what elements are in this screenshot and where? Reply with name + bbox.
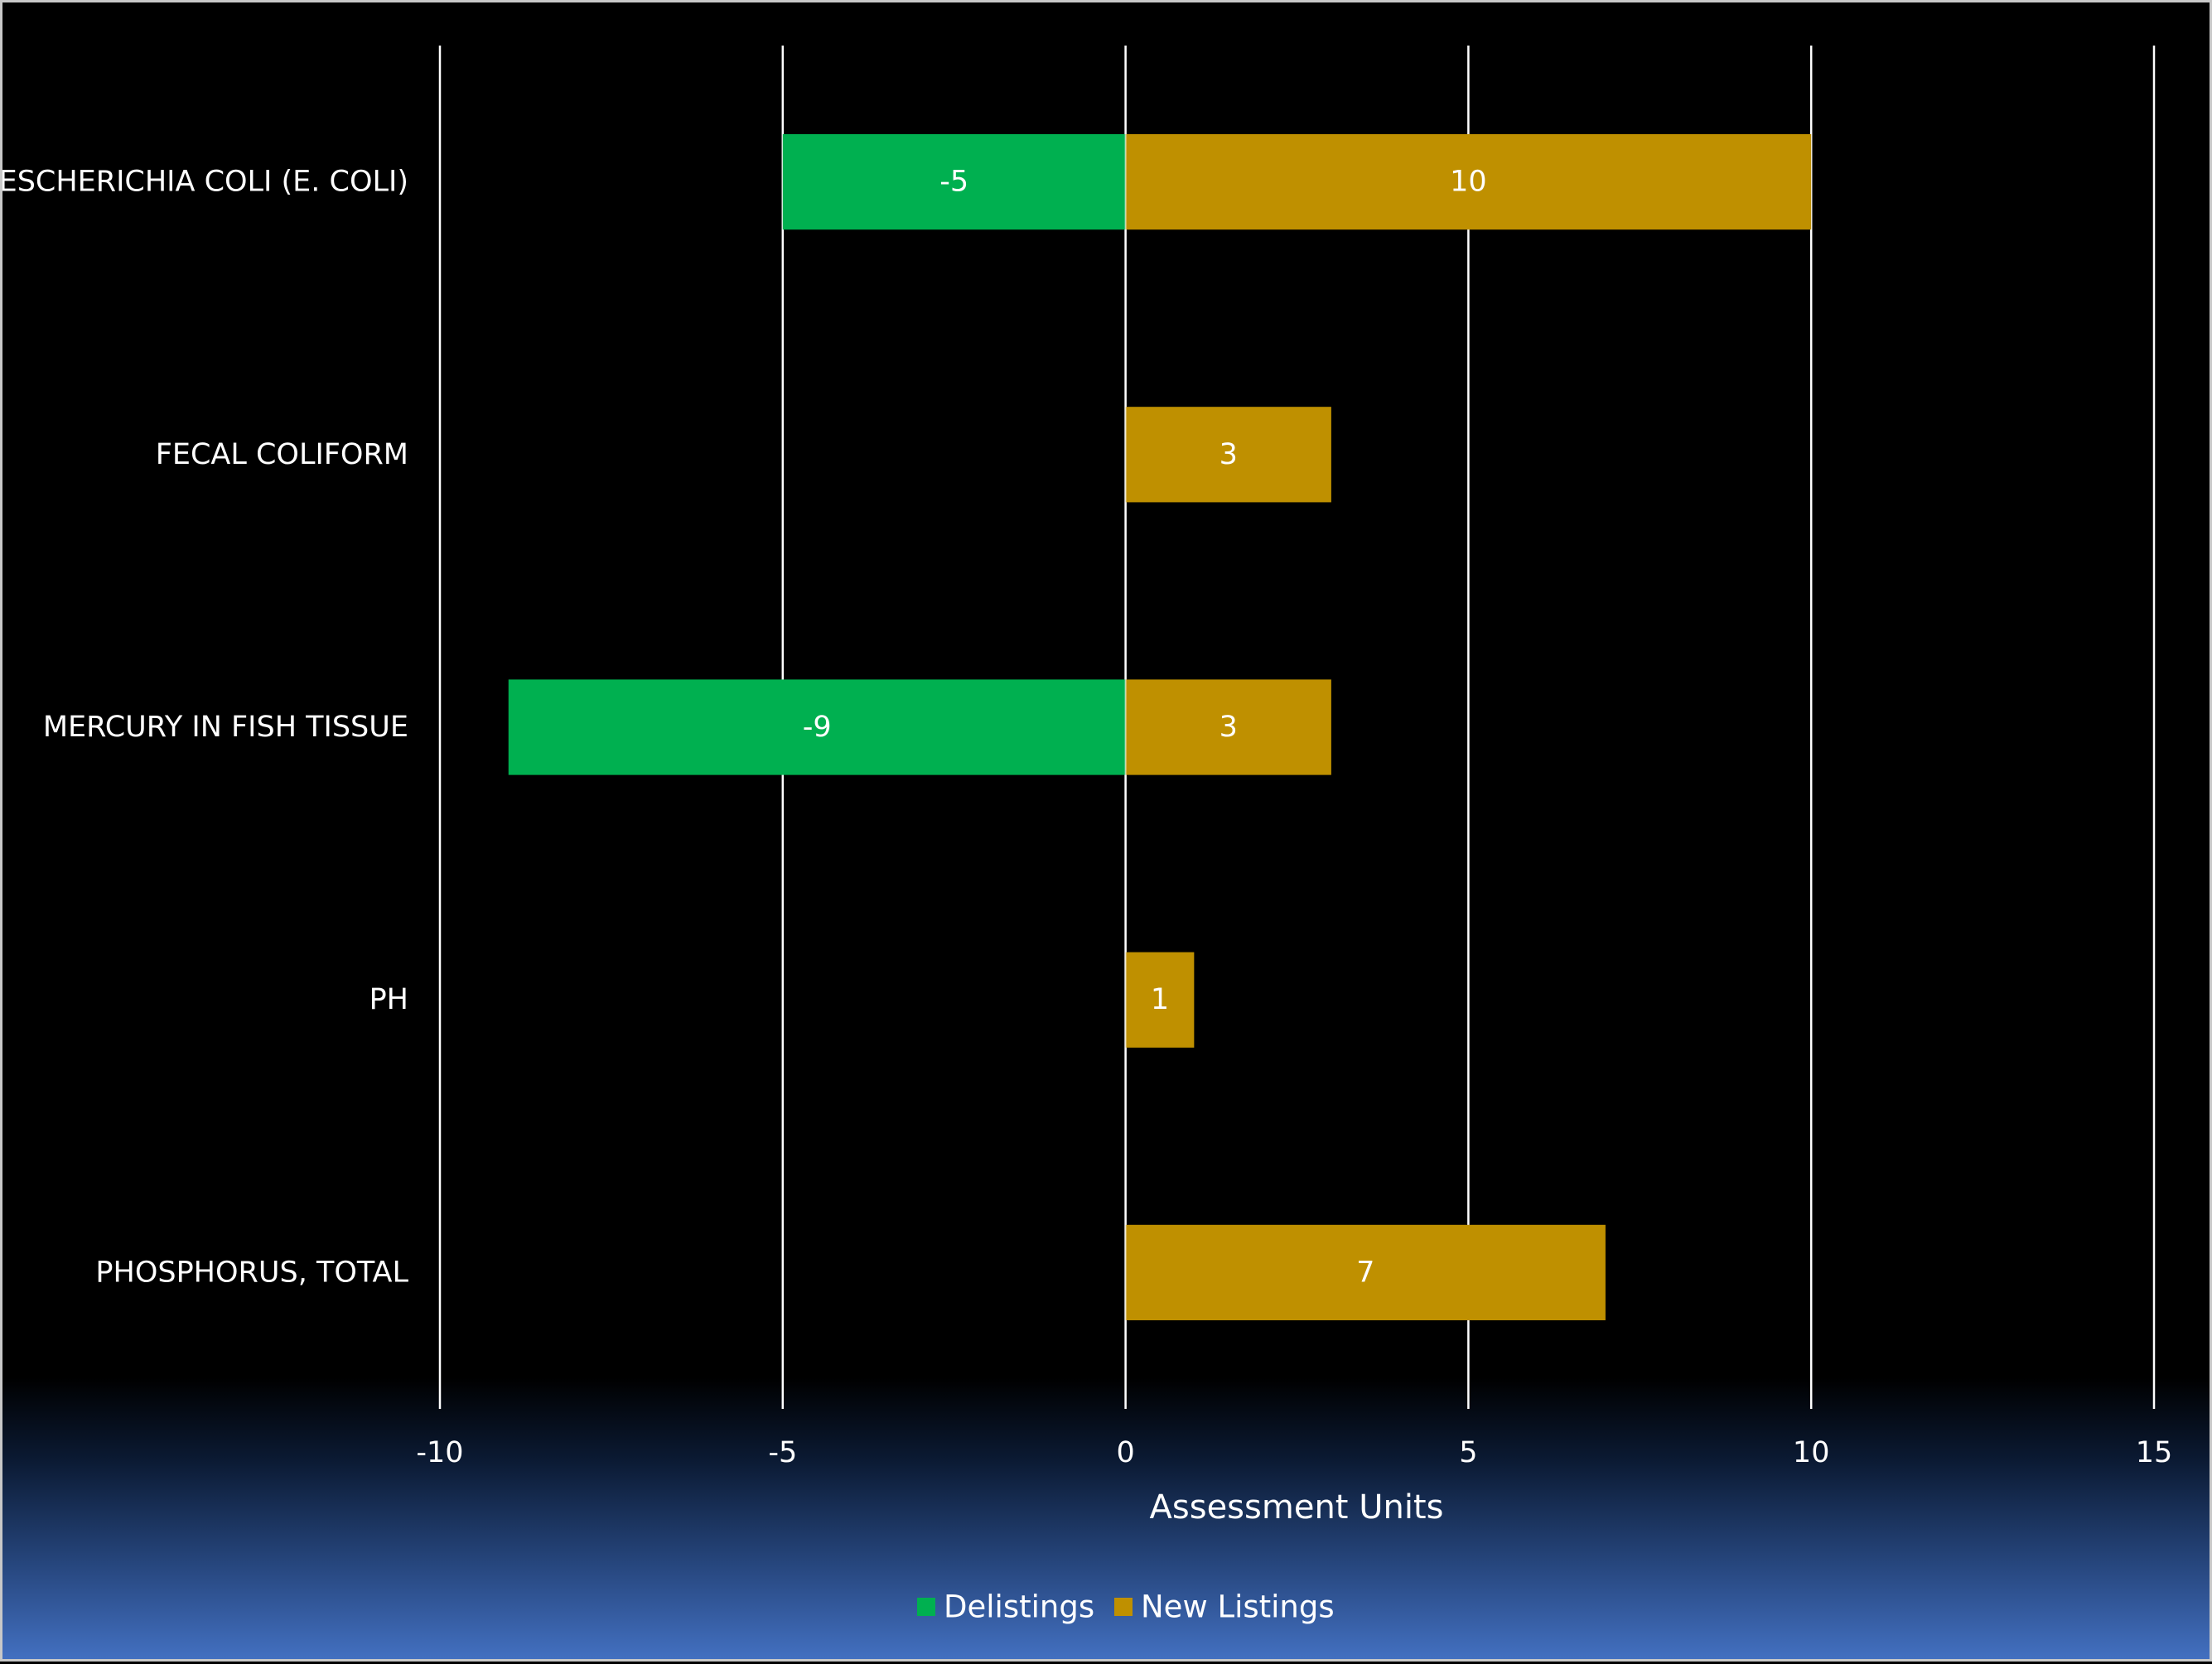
- x-tick-label: 10: [1793, 1436, 1830, 1469]
- legend-swatch-delistings: [917, 1598, 935, 1616]
- x-tick-label: -5: [768, 1436, 797, 1469]
- bar-new-listings-ph: [1125, 952, 1195, 1048]
- bar-new-listings-fecal-coliform: [1125, 407, 1331, 503]
- data-label-new-listings-mercury-in-fish-tissue: 3: [1219, 711, 1238, 744]
- data-labels: -5 10 3 -9 3 1 7: [803, 46, 1487, 1409]
- bar-delistings-escherichia-coli-e-coli: [782, 133, 1126, 230]
- bar-delistings-mercury-in-fish-tissue: [508, 679, 1126, 775]
- data-label-delistings-escherichia-coli-e-coli: -5: [939, 166, 968, 199]
- legend: Delistings New Listings: [917, 1589, 1335, 1625]
- legend-item-delistings: Delistings: [917, 1589, 1094, 1625]
- legend-item-new-listings: New Listings: [1114, 1589, 1335, 1625]
- bars: [508, 133, 1812, 1321]
- bar-new-listings-mercury-in-fish-tissue: [1125, 679, 1331, 775]
- category-label-phosphorus-total: PHOSPHORUS, TOTAL: [95, 1256, 408, 1289]
- data-label-new-listings-escherichia-coli-e-coli: 10: [1450, 166, 1487, 199]
- value-axis-tick-labels: -10 -5 0 5 10 15: [416, 1436, 2172, 1469]
- bar-new-listings-phosphorus-total: [1125, 1224, 1606, 1321]
- legend-label-delistings: Delistings: [944, 1589, 1094, 1625]
- x-axis-title: Assessment Units: [1150, 1488, 1444, 1527]
- category-label-escherichia-coli-e-coli: ESCHERICHIA COLI (E. COLI): [2, 166, 408, 199]
- category-label-fecal-coliform: FECAL COLIFORM: [156, 438, 408, 471]
- data-label-delistings-mercury-in-fish-tissue: -9: [803, 711, 832, 744]
- data-label-new-listings-ph: 1: [1151, 983, 1169, 1016]
- x-tick-label: -10: [416, 1436, 463, 1469]
- legend-label-new-listings: New Listings: [1141, 1589, 1335, 1625]
- x-tick-label: 15: [2136, 1436, 2173, 1469]
- data-label-new-listings-fecal-coliform: 3: [1219, 438, 1238, 471]
- data-label-new-listings-phosphorus-total: 7: [1356, 1256, 1374, 1289]
- category-label-mercury-in-fish-tissue: MERCURY IN FISH TISSUE: [43, 711, 408, 744]
- category-axis-labels: ESCHERICHIA COLI (E. COLI) FECAL COLIFORM…: [2, 166, 408, 1290]
- category-label-ph: PH: [369, 983, 408, 1016]
- x-tick-label: 5: [1459, 1436, 1477, 1469]
- legend-swatch-new-listings: [1114, 1598, 1133, 1616]
- x-tick-label: 0: [1116, 1436, 1134, 1469]
- bar-new-listings-escherichia-coli-e-coli: [1125, 133, 1812, 230]
